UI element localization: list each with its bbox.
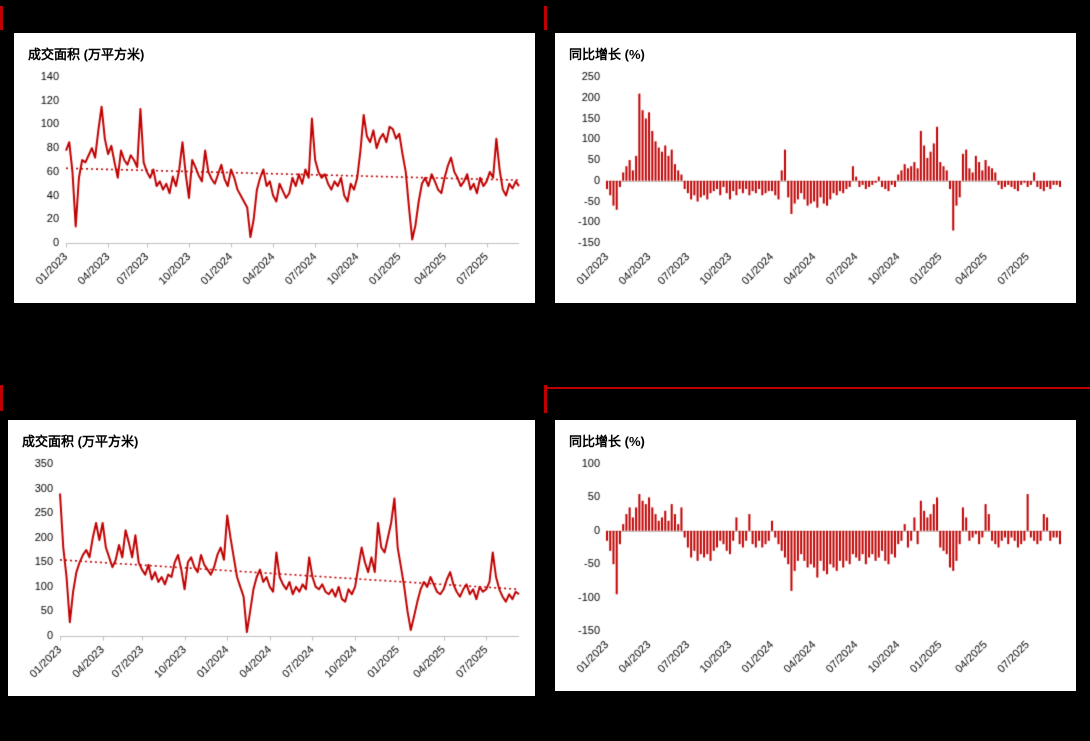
red-accent-tick-top-middle — [544, 6, 547, 30]
red-divider-line — [547, 387, 1090, 389]
transaction-area-line-chart — [14, 67, 535, 303]
transaction-area-line-chart — [8, 454, 535, 696]
chart-panel-bottom-right: 同比增长 (%) — [555, 420, 1076, 691]
yoy-growth-bar-chart — [555, 454, 1076, 691]
chart-panel-top-right: 同比增长 (%) — [555, 33, 1076, 303]
chart-title: 成交面积 (万平方米) — [22, 434, 139, 449]
chart-title: 同比增长 (%) — [569, 434, 645, 449]
chart-title: 同比增长 (%) — [569, 47, 645, 62]
red-accent-tick-middle-left — [0, 385, 3, 411]
red-accent-tick-middle — [544, 385, 547, 413]
chart-title: 成交面积 (万平方米) — [28, 47, 145, 62]
chart-panel-bottom-left: 成交面积 (万平方米) — [8, 420, 535, 696]
red-accent-tick-top-left — [0, 6, 3, 30]
chart-panel-top-left: 成交面积 (万平方米) — [14, 33, 535, 303]
yoy-growth-bar-chart — [555, 67, 1076, 303]
